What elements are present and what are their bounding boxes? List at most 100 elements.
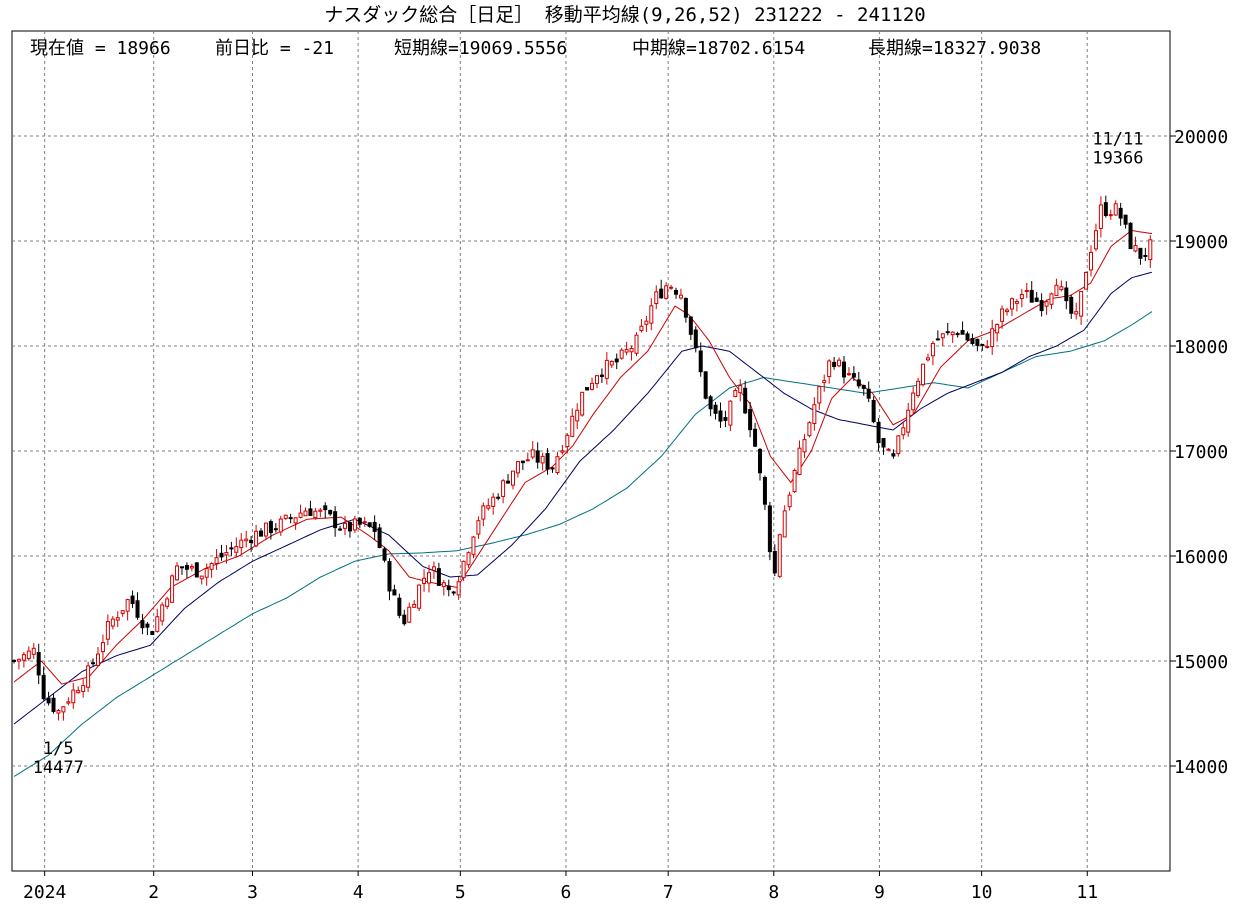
candle-up: [155, 616, 160, 632]
candle-up: [318, 509, 323, 512]
x-tick-label: 11: [1076, 882, 1098, 902]
candle-up: [189, 565, 194, 569]
candle-up: [431, 566, 436, 571]
candle-down: [249, 539, 254, 543]
candle-down: [367, 522, 372, 527]
annotation-date: 11/11: [1092, 130, 1143, 150]
candle-up: [664, 285, 669, 299]
candle-up: [1108, 214, 1113, 217]
candle-down: [179, 566, 184, 569]
candle-down: [347, 522, 352, 532]
x-tick-label: 5: [455, 882, 466, 902]
x-tick-label: 2: [148, 882, 159, 902]
candle-up: [31, 647, 36, 655]
candle-up: [901, 427, 906, 436]
candle-up: [906, 409, 911, 433]
y-axis: 14000 15000 16000 17000 18000 19000 20000: [1170, 127, 1228, 778]
candle-up: [254, 530, 259, 547]
candle-up: [199, 575, 204, 580]
long-ma-label: 長期線=18327.9038: [868, 38, 1041, 59]
candle-up: [1000, 308, 1005, 322]
annotation-date: 1/5: [43, 739, 74, 759]
candle-up: [56, 709, 61, 714]
candle-down: [91, 662, 96, 665]
candle-down: [960, 330, 965, 335]
candle-up: [950, 331, 955, 336]
candle-up: [669, 286, 674, 289]
candle-up: [590, 382, 595, 390]
candle-down: [708, 396, 713, 410]
candle-up: [822, 380, 827, 384]
candle-down: [693, 329, 698, 349]
candle-up: [441, 582, 446, 588]
candle-down: [1069, 296, 1074, 314]
candle-up: [560, 450, 565, 453]
candle-down: [748, 409, 753, 431]
candle-down: [970, 338, 975, 344]
candle-up: [1054, 284, 1059, 296]
candle-up: [239, 539, 244, 549]
x-tick-label: 7: [663, 882, 674, 902]
candle-up: [1113, 203, 1118, 216]
candle-down: [841, 361, 846, 378]
candle-up: [422, 577, 427, 584]
candle-up: [100, 642, 105, 653]
candle-up: [1148, 239, 1153, 261]
candle-up: [1093, 230, 1098, 250]
candle-up: [209, 562, 214, 570]
candle-down: [333, 511, 338, 529]
candle-down: [545, 453, 550, 470]
candle-up: [575, 409, 580, 422]
candle-up: [782, 510, 787, 538]
mid-ma-line: [13, 271, 1153, 725]
candle-down: [219, 552, 224, 558]
candle-up: [95, 653, 100, 666]
annotation-value: 14477: [33, 758, 84, 778]
candle-down: [357, 517, 362, 525]
candle-up: [525, 459, 530, 462]
candle-up: [1049, 293, 1054, 305]
candle-up: [916, 380, 921, 396]
candle-down: [135, 600, 140, 618]
candle-down: [891, 453, 896, 457]
candle-up: [352, 518, 357, 531]
candle-up: [214, 557, 219, 564]
short-ma-line: [13, 229, 1153, 685]
candle-down: [1103, 202, 1108, 217]
candle-down: [935, 338, 940, 341]
candle-down: [861, 384, 866, 389]
candle-down: [723, 417, 728, 421]
candle-up: [812, 404, 817, 425]
candle-up: [886, 448, 891, 451]
x-tick-label: 9: [874, 882, 885, 902]
candle-down: [535, 450, 540, 463]
candle-down: [659, 288, 664, 299]
candle-up: [797, 447, 802, 475]
candle-up: [407, 606, 412, 623]
candle-up: [1024, 290, 1029, 293]
short-ma-label: 短期線=19069.5556: [394, 38, 567, 59]
candle-down: [599, 374, 604, 377]
candle-up: [86, 665, 91, 688]
moving-average-lines: [13, 229, 1153, 777]
candle-down: [496, 496, 501, 499]
candle-up: [466, 552, 471, 566]
candle-up: [66, 701, 71, 704]
candle-up: [234, 546, 239, 553]
candle-down: [871, 399, 876, 423]
candle-up: [115, 617, 120, 621]
y-tick-label: 20000: [1174, 127, 1228, 148]
candle-down: [674, 289, 679, 295]
candle-down: [965, 333, 970, 341]
candle-down: [382, 548, 387, 561]
candle-down: [1034, 297, 1039, 302]
candle-up: [170, 575, 175, 603]
candle-down: [308, 508, 313, 516]
candle-up: [244, 538, 249, 542]
candle-up: [817, 386, 822, 404]
candle-up: [738, 385, 743, 394]
candle-up: [1014, 301, 1019, 304]
candle-up: [1133, 245, 1138, 252]
candle-down: [614, 358, 619, 363]
candle-up: [565, 434, 570, 448]
